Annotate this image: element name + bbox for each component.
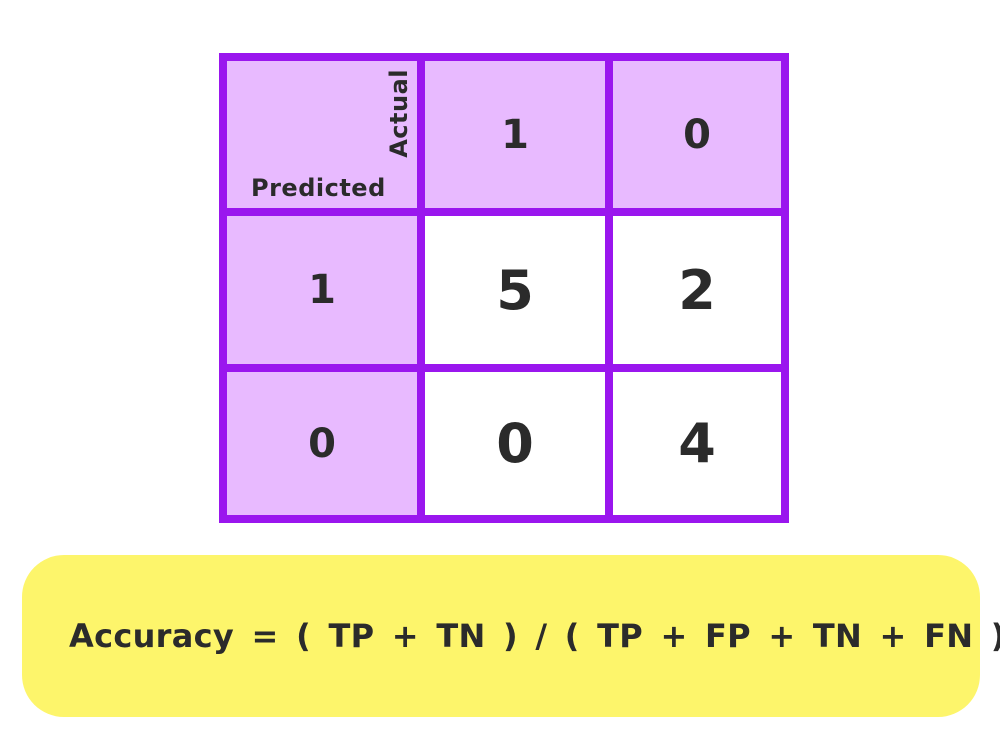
cell-true-negative: 4 [613, 372, 781, 515]
confusion-matrix: Actual Predicted 1 0 1 5 2 0 0 4 [219, 53, 789, 523]
cell-false-positive: 2 [613, 216, 781, 364]
cell-true-positive: 5 [425, 216, 605, 364]
predicted-axis-label: Predicted [251, 174, 386, 202]
col-header-1: 1 [425, 61, 605, 208]
row-header-0: 0 [227, 372, 417, 515]
col-header-0: 0 [613, 61, 781, 208]
accuracy-formula: Accuracy = ( TP + TN ) / ( TP + FP + TN … [69, 617, 1000, 655]
matrix-corner-cell: Actual Predicted [227, 61, 417, 208]
row-header-1: 1 [227, 216, 417, 364]
actual-axis-label: Actual [385, 69, 413, 158]
cell-false-negative: 0 [425, 372, 605, 515]
accuracy-formula-box: Accuracy = ( TP + TN ) / ( TP + FP + TN … [22, 555, 1000, 717]
